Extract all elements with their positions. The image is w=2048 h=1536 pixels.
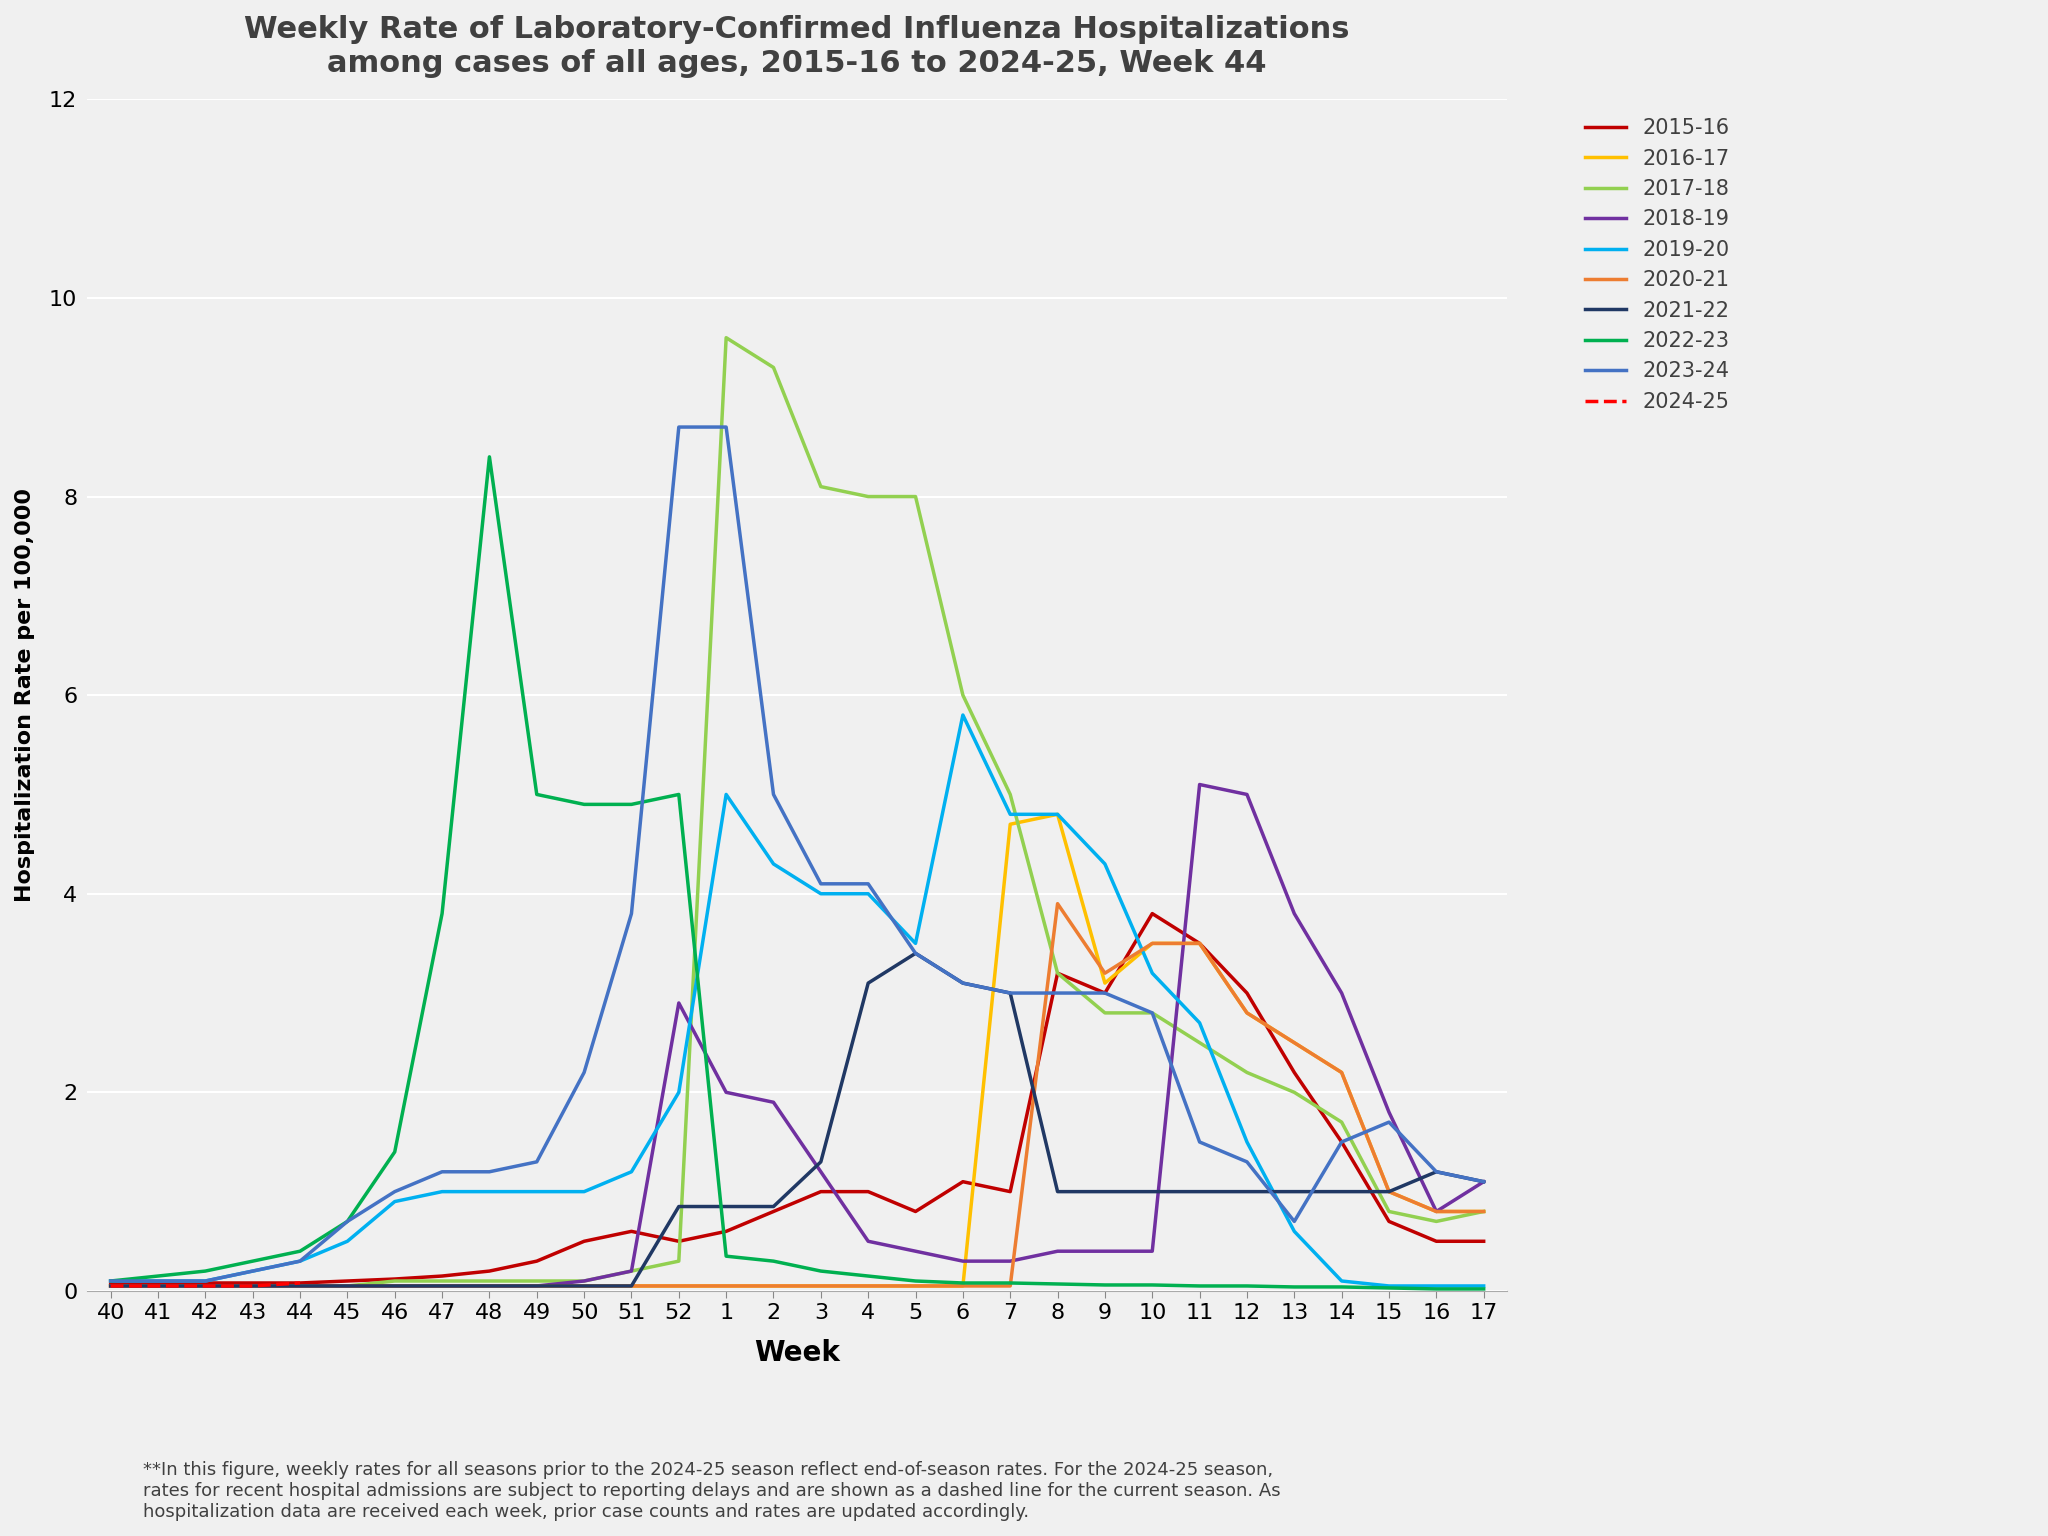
Legend: 2015-16, 2016-17, 2017-18, 2018-19, 2019-20, 2020-21, 2021-22, 2022-23, 2023-24,: 2015-16, 2016-17, 2017-18, 2018-19, 2019… [1577,109,1739,421]
Text: **In this figure, weekly rates for all seasons prior to the 2024-25 season refle: **In this figure, weekly rates for all s… [143,1461,1280,1521]
X-axis label: Week: Week [754,1339,840,1367]
Y-axis label: Hospitalization Rate per 100,000: Hospitalization Rate per 100,000 [14,488,35,902]
Title: Weekly Rate of Laboratory-Confirmed Influenza Hospitalizations
among cases of al: Weekly Rate of Laboratory-Confirmed Infl… [244,15,1350,78]
